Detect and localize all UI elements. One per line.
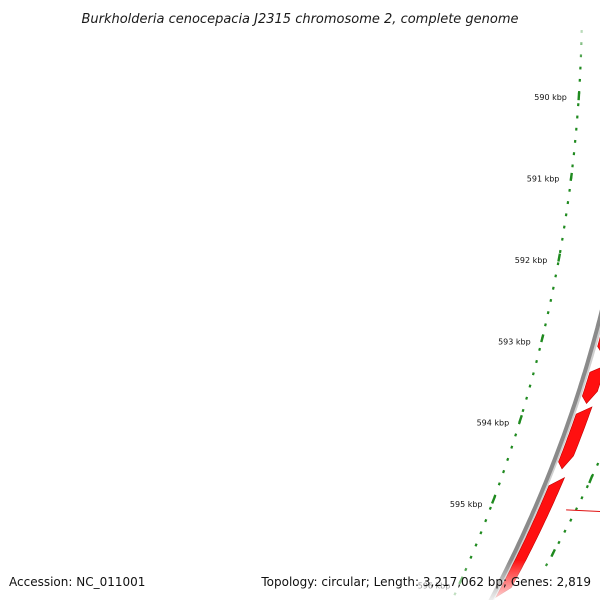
tick-dot (544, 323, 547, 327)
tick-dot (557, 540, 561, 545)
major-tick-inner (569, 172, 573, 181)
tick-dot (528, 384, 532, 388)
tick-label: 592 kbp (515, 256, 548, 265)
tick-dot (549, 298, 553, 303)
tick-dot (558, 249, 562, 254)
tick-dot (479, 531, 483, 535)
chromosome-backbone (488, 309, 600, 600)
gene-arrow (558, 406, 593, 470)
tick-dots-inner (453, 29, 583, 596)
tick-dot (506, 457, 510, 462)
tick-dot (469, 555, 473, 559)
tick-dot (574, 507, 579, 511)
tick-dot (569, 518, 573, 522)
tick-dot (514, 433, 518, 437)
tick-label: 591 kbp (527, 175, 560, 184)
tick-dot (580, 496, 584, 500)
gene-arrow (597, 336, 600, 351)
tick-dot (538, 347, 542, 352)
tick-label: 594 kbp (477, 419, 510, 428)
bottom-fade (0, 560, 600, 600)
tick-dot (564, 213, 568, 217)
tick-dot (535, 359, 538, 364)
accession-text: Accession: NC_011001 (9, 575, 145, 589)
gene-label-leaders (566, 509, 600, 512)
tick-dot (596, 462, 600, 467)
major-tick-inner (518, 414, 523, 424)
major-tick-inner (577, 92, 581, 101)
tick-dot (562, 225, 566, 229)
tick-dot (521, 408, 525, 413)
tick-dot (510, 445, 514, 449)
tick-dot (585, 484, 589, 489)
gene-arrow (581, 367, 600, 405)
tick-dot (561, 237, 564, 241)
tick-dot (531, 372, 535, 376)
major-tick-inner (540, 334, 545, 343)
tick-label: 590 kbp (534, 93, 567, 102)
tick-dot (551, 286, 555, 290)
tick-dot (497, 482, 501, 486)
major-tick-inner (557, 253, 562, 262)
tick-dot (488, 506, 492, 511)
tick-label: 593 kbp (498, 337, 531, 346)
tick-dot (502, 469, 506, 474)
map-title: Burkholderia cenocepacia J2315 chromosom… (81, 12, 518, 27)
tick-dot (554, 274, 558, 278)
summary-text: Topology: circular; Length: 3,217,062 bp… (260, 575, 591, 589)
tick-dot (546, 311, 550, 315)
tick-dot (484, 518, 488, 523)
major-tick-outer (550, 548, 556, 558)
backbone-shadow (490, 321, 600, 600)
top-fade (0, 28, 600, 68)
major-tick-inner (490, 495, 497, 504)
major-tick-outer (588, 475, 594, 484)
tick-dot (563, 529, 567, 533)
tick-dot (556, 262, 560, 266)
tick-label: 595 kbp (450, 500, 483, 509)
tick-dot (474, 543, 478, 547)
tick-dot (525, 396, 529, 400)
gene-leader-line (566, 509, 600, 512)
